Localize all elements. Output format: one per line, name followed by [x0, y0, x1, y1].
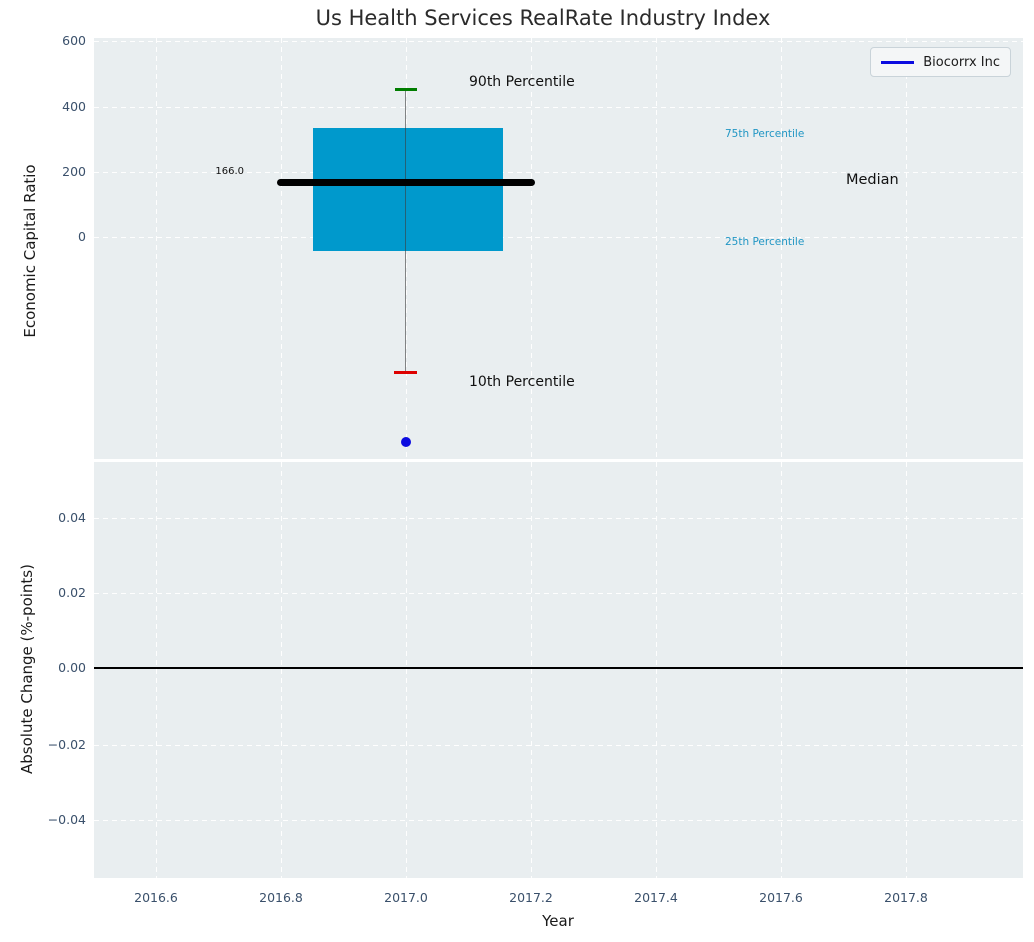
gridline: [781, 38, 782, 459]
gridline: [156, 38, 157, 459]
ytick-0: 0: [78, 229, 86, 244]
ytick-400: 400: [62, 99, 86, 114]
gridline: [94, 745, 1023, 746]
ytick-600: 600: [62, 33, 86, 48]
legend: Biocorrx Inc: [870, 47, 1011, 77]
boxplot-iqr-box: [313, 128, 503, 251]
gridline: [94, 41, 1023, 42]
xtick-2016.6: 2016.6: [134, 890, 178, 905]
gridline: [406, 462, 407, 878]
gridline: [531, 462, 532, 878]
xtick-2017.6: 2017.6: [759, 890, 803, 905]
ytick-200: 200: [62, 164, 86, 179]
legend-label: Biocorrx Inc: [923, 54, 1000, 70]
zero-baseline: [94, 667, 1023, 669]
gridline: [781, 462, 782, 878]
annotation-median: Median: [846, 172, 899, 188]
xtick-2017.2: 2017.2: [509, 890, 553, 905]
boxplot-10th-cap: [394, 371, 417, 374]
xtick-2017.8: 2017.8: [884, 890, 928, 905]
gridline: [906, 462, 907, 878]
xtick-2017.0: 2017.0: [384, 890, 428, 905]
bottom-plot-area: [94, 462, 1023, 878]
xtick-2016.8: 2016.8: [259, 890, 303, 905]
annotation-10th-percentile: 10th Percentile: [469, 374, 575, 390]
annotation-25th-percentile: 25th Percentile: [725, 236, 805, 248]
top-plot-area: 166.0 90th Percentile 10th Percentile 75…: [94, 38, 1023, 459]
gridline: [94, 172, 1023, 173]
gridline: [281, 462, 282, 878]
gridline: [94, 593, 1023, 594]
ytick-0.04: 0.04: [58, 510, 86, 525]
bottom-y-axis-label: Absolute Change (%-points): [18, 564, 36, 774]
ytick-0.02: 0.02: [58, 585, 86, 600]
gridline: [656, 38, 657, 459]
xtick-2017.4: 2017.4: [634, 890, 678, 905]
gridline: [156, 462, 157, 878]
ytick-neg0.04: −0.04: [47, 812, 86, 827]
boxplot-median-line: [277, 179, 535, 186]
gridline: [94, 518, 1023, 519]
gridline: [531, 38, 532, 459]
gridline: [94, 237, 1023, 238]
biocorrx-data-point: [401, 437, 411, 447]
gridline: [281, 38, 282, 459]
annotation-75th-percentile: 75th Percentile: [725, 128, 805, 140]
median-value-label: 166.0: [215, 166, 244, 177]
gridline: [94, 107, 1023, 108]
gridline: [94, 820, 1023, 821]
top-y-axis-label: Economic Capital Ratio: [21, 164, 39, 338]
ytick-neg0.02: −0.02: [47, 737, 86, 752]
legend-line-swatch: [881, 60, 915, 64]
chart-title: Us Health Services RealRate Industry Ind…: [315, 6, 771, 30]
boxplot-whisker-line: [405, 90, 407, 373]
x-axis-label: Year: [542, 912, 574, 930]
ytick-0.00: 0.00: [58, 660, 86, 675]
gridline: [906, 38, 907, 459]
gridline: [656, 462, 657, 878]
annotation-90th-percentile: 90th Percentile: [469, 74, 575, 90]
boxplot-90th-cap: [395, 88, 417, 91]
